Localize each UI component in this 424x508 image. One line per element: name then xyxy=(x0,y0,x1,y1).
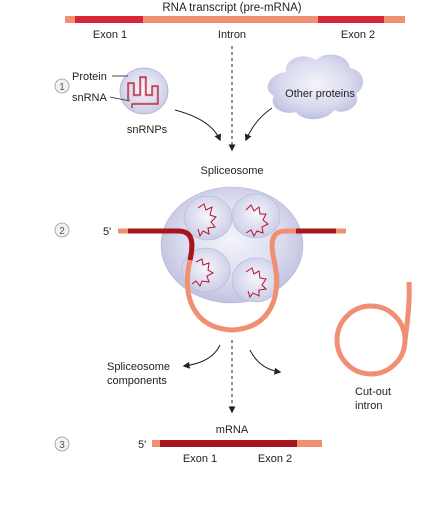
snrna-squiggle-2 xyxy=(245,204,269,238)
snrnps-label: snRNPs xyxy=(127,124,168,136)
protein-label: Protein xyxy=(72,71,107,83)
arrow-snrnps-to-spliceosome xyxy=(174,109,222,142)
spliceosome-subunits xyxy=(181,193,281,303)
mrna-label: mRNA xyxy=(216,424,249,436)
mrna-exon1-segment xyxy=(160,440,235,447)
cutout-intron-lariat xyxy=(334,281,412,377)
five-prime-label-step2: 5' xyxy=(103,226,111,238)
pre-mrna-exon2-segment xyxy=(318,16,384,23)
pre-mrna-intron-segment xyxy=(65,16,405,23)
cutout-label-line2: intron xyxy=(355,400,383,412)
step3-number: 3 xyxy=(59,440,65,451)
arrow-proteins-to-spliceosome xyxy=(244,107,273,142)
mrna-exon2-segment xyxy=(235,440,297,447)
step1-number: 1 xyxy=(59,82,65,93)
rna-strand-step2 xyxy=(118,228,346,333)
exon2-label: Exon 2 xyxy=(341,29,375,41)
snrnp-particle xyxy=(119,67,169,115)
snrna-squiggle-3 xyxy=(191,258,215,287)
mrna-exon1-label: Exon 1 xyxy=(183,453,217,465)
step2-marker xyxy=(54,222,70,238)
snrna-strand xyxy=(127,76,159,108)
other-proteins-label: Other proteins xyxy=(285,88,355,100)
step1-marker xyxy=(54,78,70,94)
snrna-pointer xyxy=(109,96,131,102)
pre-mrna-bar xyxy=(65,16,405,23)
spliceosome-label: Spliceosome xyxy=(201,165,264,177)
components-label-line1: Spliceosome xyxy=(107,361,170,373)
arrow-to-cutout-intron xyxy=(249,349,282,375)
mrna-bar xyxy=(152,440,322,447)
components-label-line2: components xyxy=(107,375,167,387)
spliceosome-body xyxy=(160,186,304,304)
cutout-label-line1: Cut-out xyxy=(355,386,391,398)
five-prime-label-step3: 5' xyxy=(138,439,146,451)
snrna-squiggle-4 xyxy=(245,267,268,299)
arrow-to-components xyxy=(182,344,221,369)
diagram-title: RNA transcript (pre-mRNA) xyxy=(162,2,301,14)
other-proteins-cloud xyxy=(267,54,364,120)
mrna-exon2-label: Exon 2 xyxy=(258,453,292,465)
step2-number: 2 xyxy=(59,226,65,237)
snrna-squiggle-1 xyxy=(197,203,217,238)
step3-marker xyxy=(54,436,70,452)
intron-label: Intron xyxy=(218,29,246,41)
snrna-label: snRNA xyxy=(72,92,108,104)
pre-mrna-exon1-segment xyxy=(75,16,143,23)
exon1-label: Exon 1 xyxy=(93,29,127,41)
